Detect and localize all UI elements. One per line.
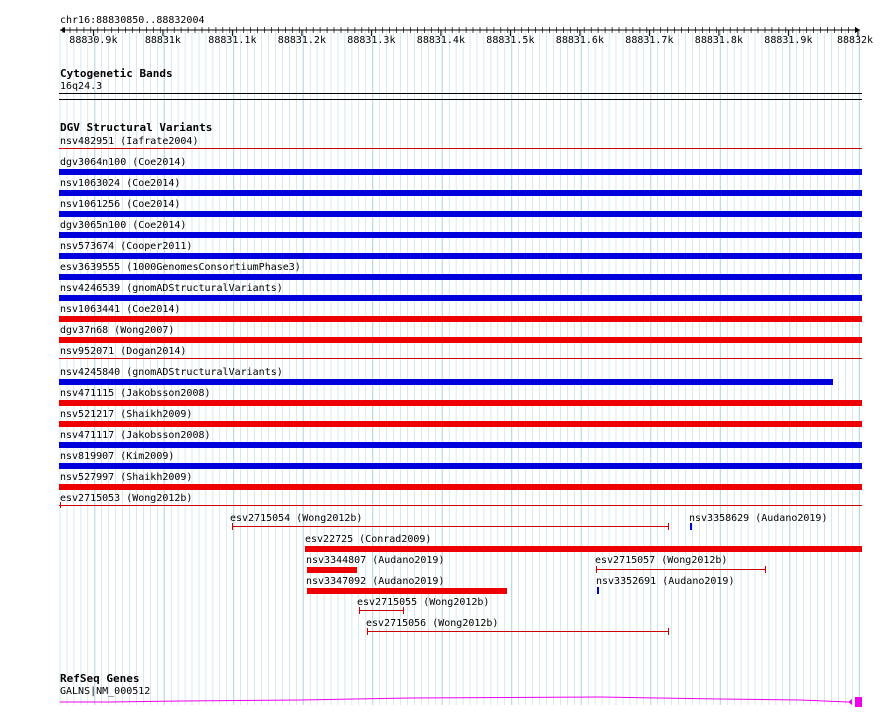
dgv-variant-cap bbox=[765, 566, 766, 573]
dgv-variant-bar[interactable] bbox=[59, 148, 862, 149]
dgv-variant-bar[interactable] bbox=[59, 463, 862, 469]
cytoband-label[interactable]: 16q24.3 bbox=[60, 81, 103, 92]
gene-exon bbox=[855, 697, 862, 707]
ruler-tick-label: 88831.1k bbox=[208, 35, 257, 46]
ruler-tick-label: 88831.8k bbox=[694, 35, 743, 46]
dgv-variant-label[interactable]: nsv3347092 (Audano2019) bbox=[306, 576, 445, 587]
dgv-variant-bar[interactable] bbox=[59, 442, 862, 448]
dgv-variant-label[interactable]: esv2715054 (Wong2012b) bbox=[230, 513, 363, 524]
ruler-tick-label: 88831.3k bbox=[347, 35, 396, 46]
dgv-variant-cap bbox=[403, 607, 404, 614]
dgv-variant-cap bbox=[668, 628, 669, 635]
dgv-variant-label[interactable]: nsv471115 (Jakobsson2008) bbox=[60, 388, 211, 399]
ruler-tick-label: 88832k bbox=[836, 35, 874, 46]
dgv-variant-label[interactable]: nsv482951 (Iafrate2004) bbox=[60, 136, 199, 147]
dgv-variant-bar[interactable] bbox=[59, 190, 862, 196]
dgv-variant-bar[interactable] bbox=[59, 505, 862, 506]
dgv-variant-label[interactable]: nsv3358629 (Audano2019) bbox=[689, 513, 828, 524]
dgv-variant-label[interactable]: esv2715053 (Wong2012b) bbox=[60, 493, 193, 504]
location-label: chr16:88830850..88832004 bbox=[60, 15, 205, 26]
dgv-variant-label[interactable]: dgv3065n100 (Coe2014) bbox=[60, 220, 187, 231]
dgv-variant-label[interactable]: esv22725 (Conrad2009) bbox=[305, 534, 432, 545]
cytoband-line-bottom bbox=[59, 99, 862, 100]
dgv-variant-cap bbox=[60, 502, 61, 508]
ruler-tick-label: 88831.4k bbox=[416, 35, 465, 46]
dgv-variant-label[interactable]: dgv37n68 (Wong2007) bbox=[60, 325, 175, 336]
dgv-variant-label[interactable]: nsv4245840 (gnomADStructuralVariants) bbox=[60, 367, 283, 378]
dgv-variant-bar[interactable] bbox=[597, 587, 599, 594]
dgv-title: DGV Structural Variants bbox=[60, 121, 213, 134]
dgv-variant-bar[interactable] bbox=[307, 567, 357, 573]
dgv-variant-bar[interactable] bbox=[59, 169, 862, 175]
dgv-variant-bar[interactable] bbox=[367, 631, 668, 632]
ruler-tick-label: 88831.5k bbox=[486, 35, 535, 46]
dgv-variant-label[interactable]: esv2715057 (Wong2012b) bbox=[595, 555, 728, 566]
dgv-variant-label[interactable]: esv3639555 (1000GenomesConsortiumPhase3) bbox=[60, 262, 301, 273]
dgv-variant-bar[interactable] bbox=[59, 232, 862, 238]
dgv-variant-label[interactable]: nsv521217 (Shaikh2009) bbox=[60, 409, 193, 420]
dgv-variant-bar[interactable] bbox=[307, 588, 507, 594]
dgv-variant-bar[interactable] bbox=[59, 211, 862, 217]
dgv-variant-label[interactable]: nsv4246539 (gnomADStructuralVariants) bbox=[60, 283, 283, 294]
dgv-variant-label[interactable]: nsv819907 (Kim2009) bbox=[60, 451, 175, 462]
ruler-tick-label: 88831.2k bbox=[277, 35, 326, 46]
gene-intron-line bbox=[60, 696, 849, 703]
dgv-variant-bar[interactable] bbox=[359, 610, 403, 611]
refseq-gene-label[interactable]: GALNS|NM_000512 bbox=[60, 686, 151, 697]
ruler bbox=[60, 27, 860, 36]
dgv-variant-label[interactable]: nsv952071 (Dogan2014) bbox=[60, 346, 187, 357]
dgv-variant-label[interactable]: nsv527997 (Shaikh2009) bbox=[60, 472, 193, 483]
gene-model[interactable] bbox=[0, 693, 890, 713]
dgv-variant-label[interactable]: esv2715055 (Wong2012b) bbox=[357, 597, 490, 608]
dgv-variant-bar[interactable] bbox=[59, 337, 862, 343]
dgv-variant-label[interactable]: esv2715056 (Wong2012b) bbox=[366, 618, 499, 629]
cytoband-line-top bbox=[59, 93, 862, 94]
ruler-tick-label: 88831.7k bbox=[625, 35, 674, 46]
cytobands-title: Cytogenetic Bands bbox=[60, 67, 173, 80]
dgv-variant-label[interactable]: nsv3352691 (Audano2019) bbox=[596, 576, 735, 587]
dgv-variant-label[interactable]: dgv3064n100 (Coe2014) bbox=[60, 157, 187, 168]
dgv-variant-bar[interactable] bbox=[59, 358, 862, 359]
dgv-variant-bar[interactable] bbox=[232, 526, 668, 527]
ruler-arrow-left bbox=[60, 27, 65, 33]
dgv-variant-bar[interactable] bbox=[59, 421, 862, 427]
dgv-variant-bar[interactable] bbox=[59, 379, 833, 385]
gene-strand-arrow bbox=[848, 699, 852, 705]
dgv-variant-bar[interactable] bbox=[59, 484, 862, 490]
refseq-title: RefSeq Genes bbox=[60, 672, 140, 685]
ruler-tick-label: 88831.9k bbox=[764, 35, 813, 46]
dgv-variant-label[interactable]: nsv1061256 (Coe2014) bbox=[60, 199, 181, 210]
ruler-tick-label: 88831k bbox=[144, 35, 181, 46]
dgv-variant-label[interactable]: nsv1063441 (Coe2014) bbox=[60, 304, 181, 315]
dgv-variant-bar[interactable] bbox=[59, 400, 862, 406]
dgv-variant-bar[interactable] bbox=[59, 295, 862, 301]
dgv-variant-bar[interactable] bbox=[690, 523, 692, 530]
dgv-variant-bar[interactable] bbox=[596, 569, 765, 570]
ruler-tick-label: 88830.9k bbox=[69, 35, 118, 46]
dgv-variant-bar[interactable] bbox=[59, 274, 862, 280]
dgv-variant-bar[interactable] bbox=[59, 253, 862, 259]
dgv-variant-cap bbox=[668, 523, 669, 530]
dgv-variant-label[interactable]: nsv1063024 (Coe2014) bbox=[60, 178, 181, 189]
ruler-tick-label: 88831.6k bbox=[555, 35, 604, 46]
dgv-variant-bar[interactable] bbox=[305, 546, 862, 552]
dgv-variant-bar[interactable] bbox=[59, 316, 862, 322]
dgv-variant-label[interactable]: nsv471117 (Jakobsson2008) bbox=[60, 430, 211, 441]
dgv-variant-label[interactable]: nsv573674 (Cooper2011) bbox=[60, 241, 193, 252]
dgv-variant-label[interactable]: nsv3344807 (Audano2019) bbox=[306, 555, 445, 566]
